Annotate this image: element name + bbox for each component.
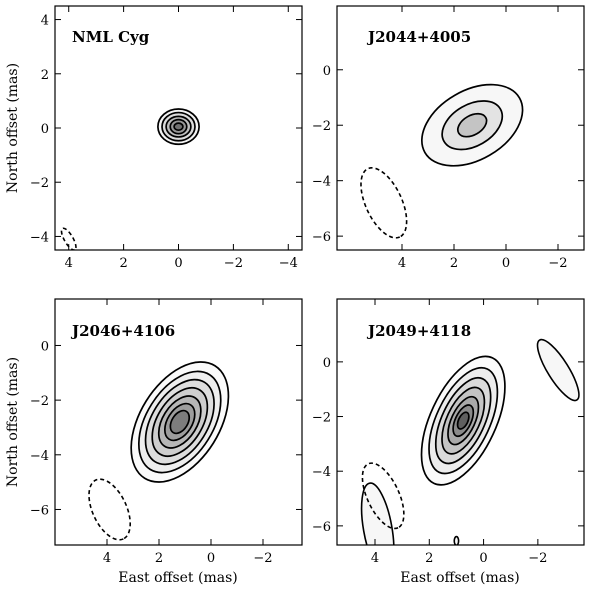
y-tick-label: 0 xyxy=(41,339,49,354)
x-axis-label-left: East offset (mas) xyxy=(118,570,237,586)
x-tick-label: −2 xyxy=(548,256,567,271)
x-axis-label-right: East offset (mas) xyxy=(400,570,519,586)
frame-nml-cyg xyxy=(54,5,303,251)
frame-j2046 xyxy=(54,298,303,546)
x-tick-label: 2 xyxy=(119,256,127,271)
axes-j2049: 4 2 0 −2 0 −2 −4 −6 xyxy=(312,299,584,566)
y-tick-label: −6 xyxy=(312,230,331,245)
x-tick-label: 4 xyxy=(103,551,111,566)
x-tick-label: 2 xyxy=(155,551,163,566)
x-tick-label: −2 xyxy=(528,551,547,566)
y-tick-label: −4 xyxy=(312,175,331,190)
axes-nml-cyg: 4 2 0 −2 −4 4 2 0 −2 −4 xyxy=(30,6,302,271)
frame-j2044 xyxy=(336,5,585,251)
y-axis-label-bottom: North offset (mas) xyxy=(5,357,21,487)
panel-title-j2046: J2046+4106 xyxy=(70,322,175,340)
panel-title-j2044: J2044+4005 xyxy=(366,28,471,46)
y-tick-label: 0 xyxy=(323,356,331,371)
extra-contour-0 xyxy=(536,338,580,402)
beam-ellipse xyxy=(361,462,405,530)
panel-j2044 xyxy=(360,83,524,239)
y-axis-label-top: North offset (mas) xyxy=(5,63,21,193)
x-tick-label: −2 xyxy=(224,256,243,271)
y-tick-label: −6 xyxy=(30,503,49,518)
y-tick-label: 2 xyxy=(41,68,49,83)
y-tick-label: 0 xyxy=(323,64,331,79)
x-tick-label: 2 xyxy=(425,551,433,566)
x-tick-label: 4 xyxy=(398,256,406,271)
y-tick-label: −2 xyxy=(312,411,331,426)
x-tick-label: −2 xyxy=(253,551,272,566)
x-tick-label: −4 xyxy=(279,256,298,271)
y-tick-label: −4 xyxy=(30,230,49,245)
y-tick-label: 0 xyxy=(41,122,49,137)
y-tick-label: −6 xyxy=(312,520,331,535)
frame-j2049 xyxy=(336,298,585,546)
axes-j2044: 4 2 0 −2 0 −2 −4 −6 xyxy=(312,6,584,271)
axes-j2046: 4 2 0 −2 0 −2 −4 −6 xyxy=(30,299,302,566)
contour-level-2 xyxy=(456,112,488,138)
panel-j2046 xyxy=(88,361,230,541)
panel-nml-cyg xyxy=(60,108,200,250)
y-tick-label: 4 xyxy=(41,14,49,29)
extra-contour-2 xyxy=(453,535,460,545)
contour-level-4 xyxy=(173,122,184,132)
y-tick-label: −2 xyxy=(30,394,49,409)
beam-ellipse xyxy=(88,478,132,541)
beam-ellipse xyxy=(360,167,408,239)
y-tick-label: −4 xyxy=(30,449,49,464)
x-tick-label: 0 xyxy=(479,551,487,566)
y-tick-label: −2 xyxy=(312,119,331,134)
contour-level-6 xyxy=(456,411,470,430)
panel-j2049 xyxy=(360,338,580,545)
y-tick-label: −2 xyxy=(30,176,49,191)
x-tick-label: 0 xyxy=(207,551,215,566)
contour-level-6 xyxy=(169,409,191,435)
x-tick-label: 2 xyxy=(450,256,458,271)
panel-title-j2049: J2049+4118 xyxy=(366,322,471,340)
x-tick-label: 4 xyxy=(65,256,73,271)
x-tick-label: 0 xyxy=(174,256,182,271)
panel-title-nml-cyg: NML Cyg xyxy=(72,28,150,46)
x-tick-label: 0 xyxy=(502,256,510,271)
y-tick-label: −4 xyxy=(312,465,331,480)
x-tick-label: 4 xyxy=(371,551,379,566)
